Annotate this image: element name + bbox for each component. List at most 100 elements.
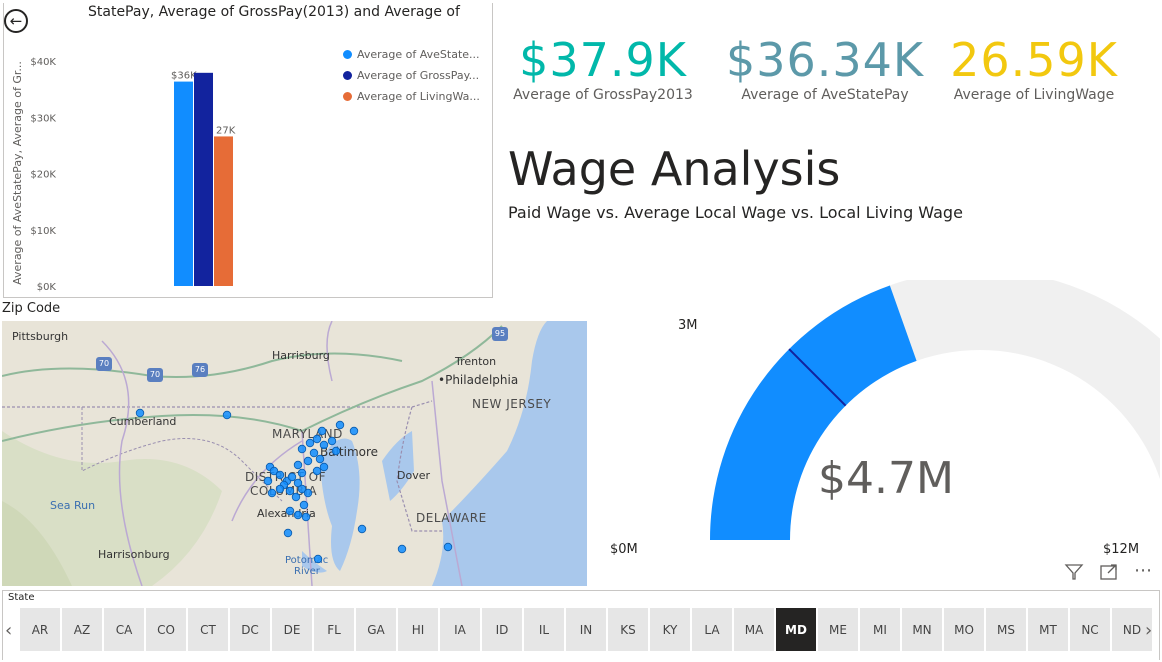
zip-code-point[interactable] [317,426,327,436]
bar-2[interactable] [214,136,233,286]
slicer-item-ca[interactable]: CA [104,608,144,651]
zip-code-point[interactable] [303,488,313,498]
zip-code-point[interactable] [319,462,329,472]
zip-code-point[interactable] [275,484,285,494]
zip-code-point[interactable] [315,454,325,464]
slicer-item-ar[interactable]: AR [20,608,60,651]
zip-code-point[interactable] [309,448,319,458]
zip-code-point[interactable] [319,440,329,450]
bar-data-label: $36K [171,71,197,82]
map-region-label: DELAWARE [416,511,487,525]
focus-mode-icon[interactable] [1099,563,1119,585]
zip-code-point[interactable] [263,476,273,486]
slicer-item-ms[interactable]: MS [986,608,1026,651]
slicer-item-co[interactable]: CO [146,608,186,651]
map-place-name: Philadelphia [445,373,519,387]
zip-code-point[interactable] [287,472,297,482]
slicer-title: State [8,592,35,603]
slicer-item-az[interactable]: AZ [62,608,102,651]
slicer-item-md[interactable]: MD [776,608,816,651]
slicer-item-de[interactable]: DE [272,608,312,651]
slicer-item-mo[interactable]: MO [944,608,984,651]
back-arrow-icon[interactable]: ← [4,9,28,33]
map-place-label: Trenton [455,355,497,368]
slicer-item-mt[interactable]: MT [1028,608,1068,651]
zip-code-point[interactable] [327,436,337,446]
legend-item-avestatepay[interactable]: Average of AveState... [343,48,480,61]
chevron-left-icon[interactable]: ‹ [5,620,13,641]
legend-label: Average of LivingWa... [357,90,480,103]
map-points-layer [135,408,453,564]
slicer-item-ks[interactable]: KS [608,608,648,651]
gauge-target-line [788,348,847,407]
report-title: Wage Analysis [508,142,841,196]
filter-icon[interactable] [1064,563,1084,585]
zip-code-point[interactable] [297,444,307,454]
slicer-item-fl[interactable]: FL [314,608,354,651]
gauge-fill[interactable] [710,285,917,540]
zip-code-point[interactable] [312,434,322,444]
slicer-item-ky[interactable]: KY [650,608,690,651]
zip-code-point[interactable] [135,408,145,418]
zip-code-point[interactable] [303,456,313,466]
slicer-item-me[interactable]: ME [818,608,858,651]
zip-code-point[interactable] [285,506,295,516]
zip-code-point[interactable] [293,510,303,520]
zip-code-point[interactable] [349,426,359,436]
slicer-item-ia[interactable]: IA [440,608,480,651]
zip-code-point[interactable] [331,446,341,456]
highway-shield-icon: 70 [147,368,163,382]
zip-code-point[interactable] [275,470,285,480]
zip-code-point[interactable] [335,420,345,430]
zip-code-point[interactable] [269,466,279,476]
y-tick-label: $10K [30,226,56,237]
zip-code-point[interactable] [397,544,407,554]
slicer-item-mn[interactable]: MN [902,608,942,651]
zip-code-point[interactable] [293,478,303,488]
slicer-item-la[interactable]: LA [692,608,732,651]
zip-code-point[interactable] [299,500,309,510]
more-options-icon[interactable]: ⋯ [1134,560,1152,581]
zip-code-point[interactable] [285,486,295,496]
bar-data-label: 27K [216,125,236,136]
slicer-item-il[interactable]: IL [524,608,564,651]
zip-code-point[interactable] [301,512,311,522]
zip-code-point[interactable] [297,468,307,478]
bar-1[interactable] [194,72,213,286]
slicer-item-id[interactable]: ID [482,608,522,651]
kpi-label: Average of GrossPay2013 [513,87,693,103]
bar-0[interactable] [174,81,193,287]
slicer-item-dc[interactable]: DC [230,608,270,651]
slicer-item-nc[interactable]: NC [1070,608,1110,651]
zip-code-point[interactable] [293,460,303,470]
kpi-label: Average of AveStatePay [741,87,909,103]
slicer-item-hi[interactable]: HI [398,608,438,651]
kpi-card-avestatepay: $36.34K Average of AveStatePay [725,33,925,103]
zip-code-map[interactable]: 70 70 76 95 Pittsburgh Harrisburg Trento… [2,321,587,586]
gauge-value: $4.7M [818,453,954,504]
zip-code-point[interactable] [267,488,277,498]
zip-code-point[interactable] [312,466,322,476]
map-title: Zip Code [2,301,61,316]
zip-code-point[interactable] [291,492,301,502]
zip-code-point[interactable] [357,524,367,534]
legend-item-livingwage[interactable]: Average of LivingWa... [343,90,480,103]
zip-code-point[interactable] [222,410,232,420]
zip-code-point[interactable] [313,554,323,564]
zip-code-point[interactable] [297,484,307,494]
chevron-right-icon[interactable]: › [1145,620,1153,641]
slicer-item-ct[interactable]: CT [188,608,228,651]
legend-dot [343,71,352,80]
slicer-item-nd[interactable]: ND [1112,608,1152,651]
zip-code-point[interactable] [443,542,453,552]
map-water-label: Potomac [285,555,329,566]
kpi-label: Average of LivingWage [953,87,1115,103]
slicer-item-in[interactable]: IN [566,608,606,651]
zip-code-point[interactable] [283,528,293,538]
legend-item-grosspay[interactable]: Average of GrossPay... [343,69,480,82]
slicer-item-mi[interactable]: MI [860,608,900,651]
slicer-item-ma[interactable]: MA [734,608,774,651]
slicer-item-ga[interactable]: GA [356,608,396,651]
zip-code-point[interactable] [305,438,315,448]
highway-shield-icon: 76 [192,363,208,377]
